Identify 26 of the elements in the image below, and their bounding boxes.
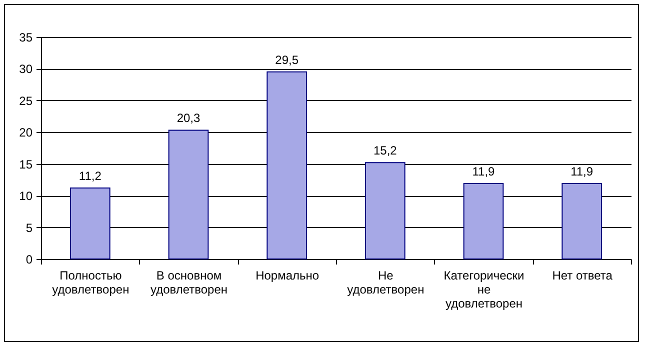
y-tick-label: 35 [19, 30, 33, 44]
y-tick-label: 10 [19, 189, 33, 204]
y-tick-label: 20 [19, 126, 33, 140]
data-label: 11,9 [472, 164, 496, 179]
bar [70, 187, 110, 260]
x-tick-label: Нормально [256, 268, 320, 282]
y-tick-label: 0 [26, 252, 33, 266]
x-tick-label: Полностью удовлетворен [52, 268, 130, 296]
bar [168, 130, 209, 260]
bar [266, 71, 307, 260]
data-label: 15,2 [373, 144, 398, 158]
data-label: 11,9 [570, 164, 594, 179]
x-tick-label: Не удовлетворен [347, 268, 424, 296]
y-tick-label: 30 [19, 62, 33, 76]
x-tick-label: Категорически не удовлетворен [444, 268, 524, 310]
bar [365, 162, 406, 260]
data-label: 29,5 [275, 52, 299, 67]
data-label: 20,3 [176, 111, 200, 126]
bar [463, 183, 504, 260]
y-tick-label: 15 [19, 157, 33, 172]
x-tick-label: Нет ответа [552, 268, 613, 282]
bar [562, 183, 602, 260]
y-tick-label: 25 [19, 94, 33, 108]
data-label: 11,2 [78, 168, 102, 183]
x-tick-label: В основном удовлетворен [150, 268, 228, 296]
y-tick-label: 5 [26, 220, 33, 235]
